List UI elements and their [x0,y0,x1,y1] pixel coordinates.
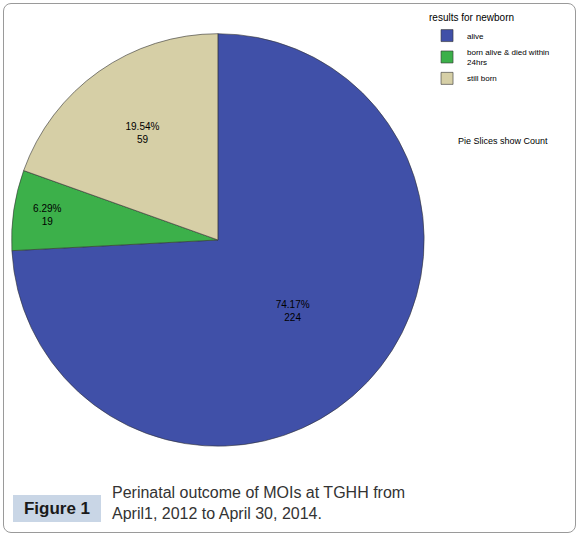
svg-text:Pie Slices show Count: Pie Slices show Count [458,136,548,146]
svg-text:still born: still born [467,74,497,83]
svg-text:alive: alive [467,32,484,41]
html-text:Perinatal outcome of MOIs at T: Perinatal outcome of MOIs at TGHH from A… [112,484,406,522]
svg-text:19.54%59: 19.54%59 [125,121,159,145]
svg-text:results for newborn: results for newborn [429,12,514,23]
svg-text:74.17%224: 74.17%224 [276,299,310,323]
svg-text:born alive & died within24hrs: born alive & died within24hrs [467,48,549,67]
svg-text:6.29%19: 6.29%19 [33,203,61,227]
html-text:Figure 1: Figure 1 [23,499,91,518]
